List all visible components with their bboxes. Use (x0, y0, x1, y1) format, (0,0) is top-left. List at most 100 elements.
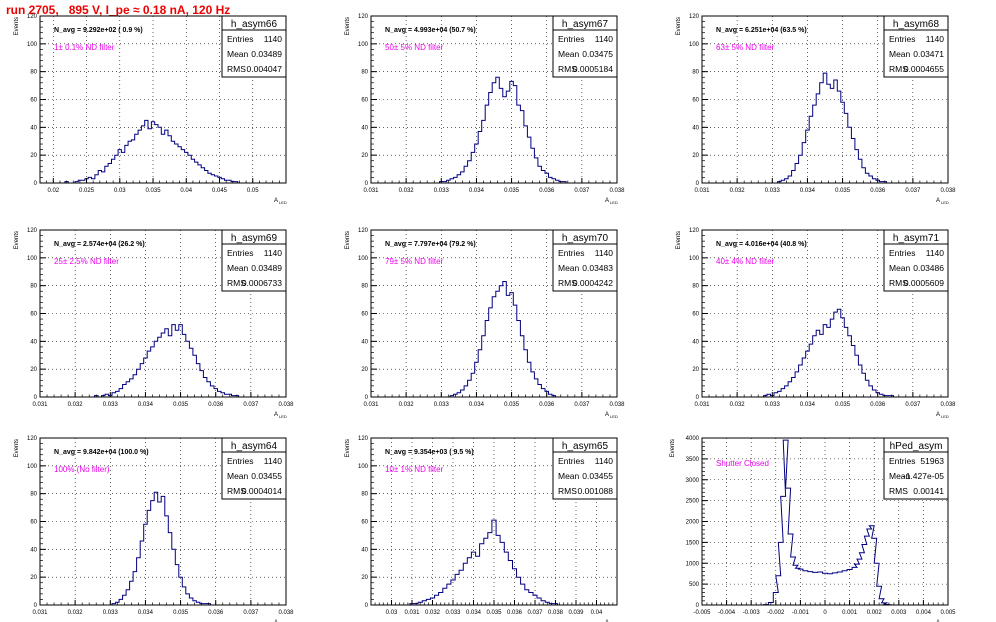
x-tick-label: 0.032 (399, 402, 415, 408)
x-tick-label: 0 (823, 610, 827, 616)
filter-label: 40± 4% ND filter (716, 257, 775, 266)
y-tick-label: 40 (692, 339, 699, 345)
y-tick-label: 120 (689, 14, 700, 20)
stats-value: 0.0005184 (573, 64, 613, 74)
y-tick-label: 120 (27, 228, 38, 234)
x-axis-title-subscript: LED (941, 200, 949, 205)
x-tick-label: 0.035 (486, 610, 502, 616)
x-tick-label: 0.02 (47, 188, 59, 194)
x-tick-label: 0.038 (609, 402, 625, 408)
y-tick-label: 100 (27, 42, 38, 48)
x-tick-label: 0.034 (800, 188, 816, 194)
x-tick-label: 0.031 (32, 402, 48, 408)
x-tick-label: 0.035 (504, 402, 520, 408)
stats-label: Mean (558, 471, 580, 481)
x-tick-label: 0.035 (835, 402, 851, 408)
y-tick-label: 40 (30, 339, 37, 345)
navg-label: N_avg = 4.016e+04 (40.8 %) (716, 241, 807, 248)
x-tick-label: 0.034 (466, 610, 482, 616)
x-tick-label: 0.038 (609, 188, 625, 194)
y-tick-label: 40 (361, 125, 368, 131)
filter-label: 63± 5% ND filter (716, 43, 775, 52)
stats-label: Mean (558, 263, 580, 273)
x-tick-label: 0.031 (404, 610, 420, 616)
y-tick-label: 80 (692, 284, 699, 290)
x-tick-label: 0.033 (765, 402, 781, 408)
y-tick-label: 20 (692, 367, 699, 373)
histogram-curve (409, 519, 558, 605)
x-axis-title: A (936, 198, 940, 204)
stats-label: Entries (558, 34, 584, 44)
y-tick-label: 100 (689, 42, 700, 48)
histogram-panel-h_asym64: 0.031 0.032 0.033 0.034 0.035 0.036 0.037 0.038… (14, 436, 294, 622)
stats-label: RMS (558, 278, 577, 288)
filter-label: 100% (No filter) (54, 465, 110, 474)
x-tick-label: 0.025 (79, 188, 95, 194)
x-tick-label: -0.005 (693, 610, 711, 616)
stats-value: -1.427e-05 (903, 471, 944, 481)
y-axis-title: Events (676, 17, 682, 35)
x-tick-label: -0.004 (718, 610, 736, 616)
histogram-panel-h_asym69: 0.031 0.032 0.033 0.034 0.035 0.036 0.037 0.038… (14, 228, 294, 419)
stats-value: 0.03489 (251, 49, 282, 59)
y-tick-label: 60 (30, 98, 37, 104)
x-tick-label: 0.037 (574, 402, 590, 408)
stats-label: RMS (889, 486, 908, 496)
x-tick-label: 0.031 (694, 188, 710, 194)
x-tick-label: 0.04 (591, 610, 603, 616)
y-tick-label: 80 (30, 492, 37, 498)
stats-value: 0.03471 (913, 49, 944, 59)
histogram-curve (763, 439, 892, 606)
x-tick-label: 0.037 (243, 610, 259, 616)
y-tick-label: 80 (30, 284, 37, 290)
navg-label: N_avg = 9.842e+04 (100.0 %) (54, 449, 149, 456)
x-tick-label: 0.033 (103, 402, 119, 408)
y-tick-label: 120 (358, 14, 369, 20)
histogram-curve (449, 281, 556, 397)
y-tick-label: 100 (689, 256, 700, 262)
y-tick-label: 40 (361, 547, 368, 553)
x-tick-label: 0.036 (539, 402, 555, 408)
histogram-panel-h_asym67: 0.031 0.032 0.033 0.034 0.035 0.036 0.037 0.038… (345, 14, 625, 205)
stats-label: Entries (227, 248, 253, 258)
y-tick-label: 60 (692, 312, 699, 318)
x-tick-label: 0.036 (208, 402, 224, 408)
stats-value: 51963 (920, 456, 944, 466)
x-tick-label: 0.032 (730, 188, 746, 194)
stats-label: RMS (227, 64, 246, 74)
x-tick-label: 0.005 (940, 610, 956, 616)
y-tick-label: 80 (30, 70, 37, 76)
stats-title: h_asym67 (562, 19, 609, 30)
y-tick-label: 20 (30, 153, 37, 159)
x-tick-label: 0.038 (278, 610, 294, 616)
x-tick-label: -0.002 (767, 610, 785, 616)
x-tick-label: 0.038 (278, 402, 294, 408)
y-tick-label: 20 (30, 367, 37, 373)
histogram-curve (777, 72, 887, 183)
y-tick-label: 0 (696, 395, 700, 401)
x-tick-label: 0.03 (386, 610, 398, 616)
x-tick-label: -0.003 (743, 610, 761, 616)
y-axis-title: Events (345, 17, 351, 35)
y-tick-label: 0 (34, 603, 38, 609)
y-tick-label: 120 (358, 436, 369, 442)
y-tick-label: 20 (361, 575, 368, 581)
x-tick-label: 0.034 (469, 402, 485, 408)
x-axis-title-subscript: LED (610, 200, 618, 205)
stats-label: RMS (889, 278, 908, 288)
stats-title: h_asym68 (893, 19, 940, 30)
y-tick-label: 60 (30, 520, 37, 526)
stats-title: h_asym69 (231, 233, 278, 244)
stats-value: 0.0004655 (904, 64, 944, 74)
stats-value: 0.03483 (582, 263, 613, 273)
y-tick-label: 2000 (686, 520, 700, 526)
stats-value: 0.03475 (582, 49, 613, 59)
y-tick-label: 120 (358, 228, 369, 234)
y-tick-label: 3500 (686, 457, 700, 463)
y-axis-title: Events (14, 231, 20, 249)
x-tick-label: 0.003 (891, 610, 907, 616)
y-axis-title: Events (670, 439, 676, 457)
x-tick-label: 0.034 (138, 402, 154, 408)
navg-label: N_avg = 9.354e+03 ( 9.5 %) (385, 449, 474, 456)
x-axis-title: A (605, 198, 609, 204)
